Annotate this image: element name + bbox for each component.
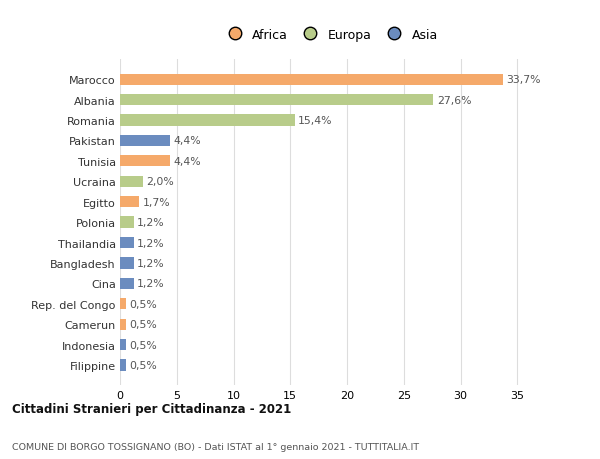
Text: 0,5%: 0,5% xyxy=(129,299,157,309)
Text: 0,5%: 0,5% xyxy=(129,360,157,370)
Text: 15,4%: 15,4% xyxy=(298,116,333,126)
Bar xyxy=(120,176,143,187)
Bar xyxy=(120,319,125,330)
Bar xyxy=(120,135,170,147)
Text: 1,2%: 1,2% xyxy=(137,238,164,248)
Bar xyxy=(120,156,170,167)
Bar xyxy=(120,258,134,269)
Text: Cittadini Stranieri per Cittadinanza - 2021: Cittadini Stranieri per Cittadinanza - 2… xyxy=(12,403,291,415)
Text: 27,6%: 27,6% xyxy=(437,95,471,106)
Legend: Africa, Europa, Asia: Africa, Europa, Asia xyxy=(217,23,443,46)
Bar xyxy=(120,278,134,289)
Bar xyxy=(120,196,139,208)
Bar xyxy=(120,298,125,310)
Bar xyxy=(120,217,134,228)
Text: 1,2%: 1,2% xyxy=(137,218,164,228)
Text: 33,7%: 33,7% xyxy=(506,75,541,85)
Text: 0,5%: 0,5% xyxy=(129,319,157,330)
Text: 1,2%: 1,2% xyxy=(137,279,164,289)
Text: 0,5%: 0,5% xyxy=(129,340,157,350)
Text: 1,2%: 1,2% xyxy=(137,258,164,269)
Text: 1,7%: 1,7% xyxy=(143,197,170,207)
Bar xyxy=(120,74,503,86)
Bar xyxy=(120,359,125,371)
Text: COMUNE DI BORGO TOSSIGNANO (BO) - Dati ISTAT al 1° gennaio 2021 - TUTTITALIA.IT: COMUNE DI BORGO TOSSIGNANO (BO) - Dati I… xyxy=(12,442,419,451)
Bar xyxy=(120,95,433,106)
Text: 2,0%: 2,0% xyxy=(146,177,174,187)
Bar xyxy=(120,237,134,249)
Text: 4,4%: 4,4% xyxy=(173,157,201,167)
Text: 4,4%: 4,4% xyxy=(173,136,201,146)
Bar xyxy=(120,339,125,350)
Bar xyxy=(120,115,295,126)
